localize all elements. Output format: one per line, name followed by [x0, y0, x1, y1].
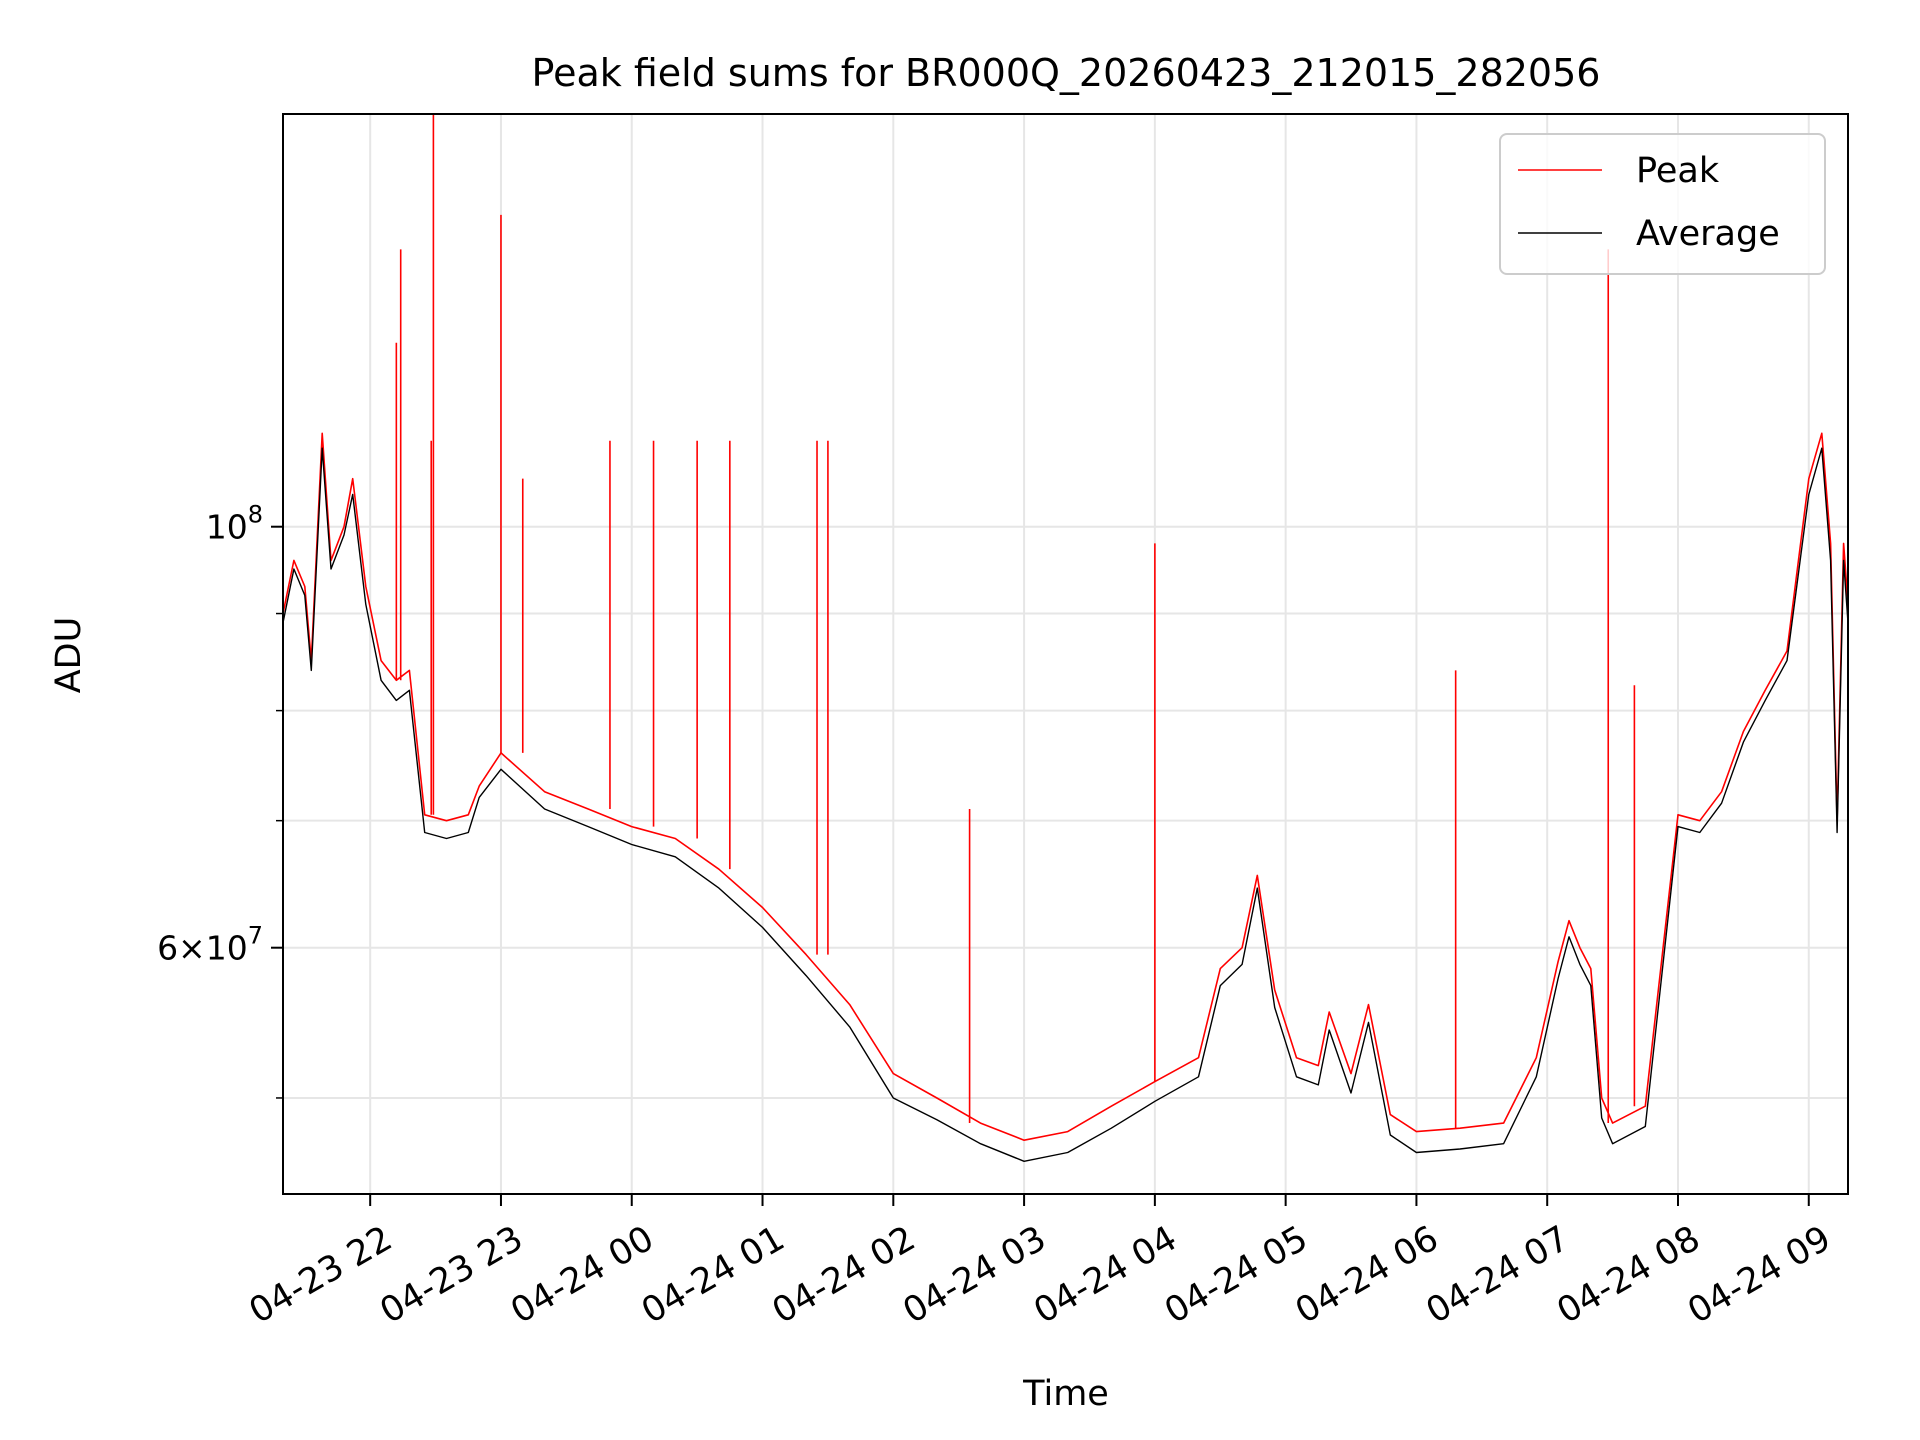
- plot-frame: [282, 113, 1849, 1195]
- y-axis-ticks: 6×107 108: [157, 501, 283, 1099]
- y-axis-label: ADU: [49, 617, 89, 694]
- series-lines: [282, 114, 1849, 1163]
- legend-average-label: Average: [1636, 214, 1780, 254]
- x-tick-label: 04-24 05: [1158, 1219, 1314, 1332]
- x-tick-label: 04-24 08: [1551, 1219, 1707, 1332]
- x-tick-label: 04-23 22: [243, 1219, 399, 1332]
- x-tick-label: 04-24 02: [766, 1219, 922, 1332]
- peak-series-line: [282, 432, 1849, 1141]
- x-tick-label: 04-24 06: [1289, 1219, 1445, 1332]
- x-tick-label: 04-24 01: [635, 1219, 791, 1332]
- x-tick-label: 04-24 09: [1681, 1219, 1837, 1332]
- legend-peak-label: Peak: [1636, 151, 1720, 191]
- x-tick-label: 04-24 03: [897, 1219, 1053, 1332]
- x-tick-label: 04-24 07: [1420, 1219, 1576, 1332]
- x-tick-label: 04-24 00: [504, 1219, 660, 1332]
- x-axis-label: Time: [1022, 1374, 1109, 1414]
- y-tick-label: 108: [206, 501, 263, 547]
- chart-title: Peak field sums for BR000Q_20260423_2120…: [532, 51, 1601, 95]
- x-tick-label: 04-23 23: [374, 1219, 530, 1332]
- legend: Peak Average: [1499, 133, 1826, 275]
- legend-box: [1499, 133, 1826, 275]
- grid-lines: [283, 114, 1848, 1194]
- average-series-line: [282, 447, 1849, 1163]
- y-tick-label: 6×107: [157, 922, 263, 968]
- x-tick-label: 04-24 04: [1027, 1219, 1183, 1332]
